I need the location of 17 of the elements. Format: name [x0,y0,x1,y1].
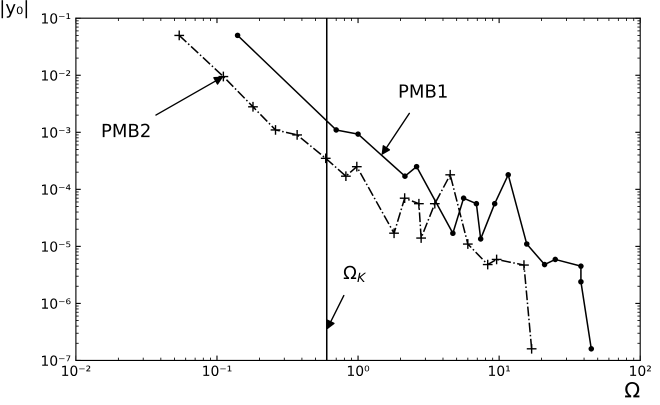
y-tick-label: 10⁻³ [42,127,70,138]
text: PMB2 [102,124,150,138]
x-tick-label: 10⁻¹ [203,366,232,376]
y-tick-label: 10⁻¹ [42,13,70,24]
y-tick-label: 10⁻² [42,70,70,81]
y-tick-label: 10⁻⁷ [42,355,70,366]
x-tick-label: 10² [630,366,651,376]
x-tick-label: 10¹ [489,366,510,376]
y-axis-title: |y₀| [2,0,28,18]
x-tick-label: 10⁰ [348,366,370,376]
y-tick-label: 10⁻⁴ [42,184,71,195]
ref-line-label: Ω$_{K}$ [344,266,366,282]
y-tick-label: 10⁻⁶ [42,298,71,309]
x-axis-title: Ω [625,382,640,398]
text: PMB1 [400,84,447,98]
y-tick-label: 10⁻⁵ [42,241,70,252]
x-tick-label: 10⁻² [62,366,90,376]
